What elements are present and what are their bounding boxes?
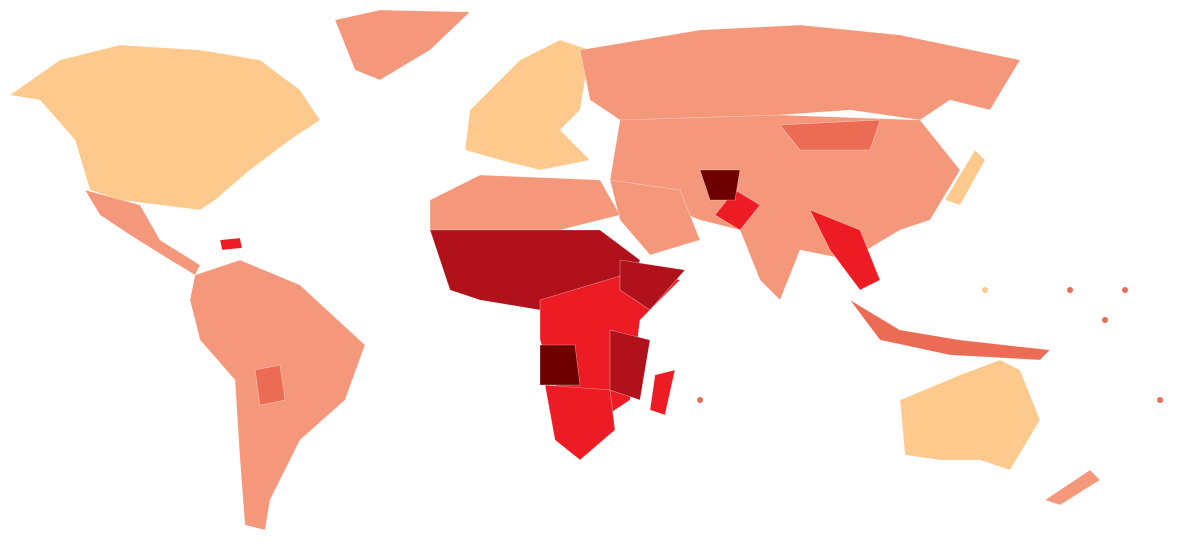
island (697, 397, 703, 403)
island (1157, 397, 1163, 403)
madagascar (649, 369, 676, 416)
greenland (334, 9, 471, 81)
europe (464, 39, 591, 171)
mozambique (609, 329, 651, 401)
afghanistan (699, 169, 741, 201)
horn-of-africa (619, 259, 686, 311)
mongolia (779, 119, 881, 151)
island (982, 287, 988, 293)
southern-africa (544, 384, 616, 461)
indonesia (849, 299, 1051, 361)
island (1122, 287, 1128, 293)
pakistan (714, 189, 761, 231)
caribbean (219, 237, 243, 251)
island (1102, 317, 1108, 323)
new-zealand (1044, 469, 1101, 506)
southeast-asia (809, 209, 881, 291)
australia (899, 359, 1041, 471)
bolivia (254, 364, 286, 406)
island (1067, 287, 1073, 293)
north-america (9, 44, 321, 211)
japan (944, 149, 986, 206)
angola (539, 344, 581, 386)
